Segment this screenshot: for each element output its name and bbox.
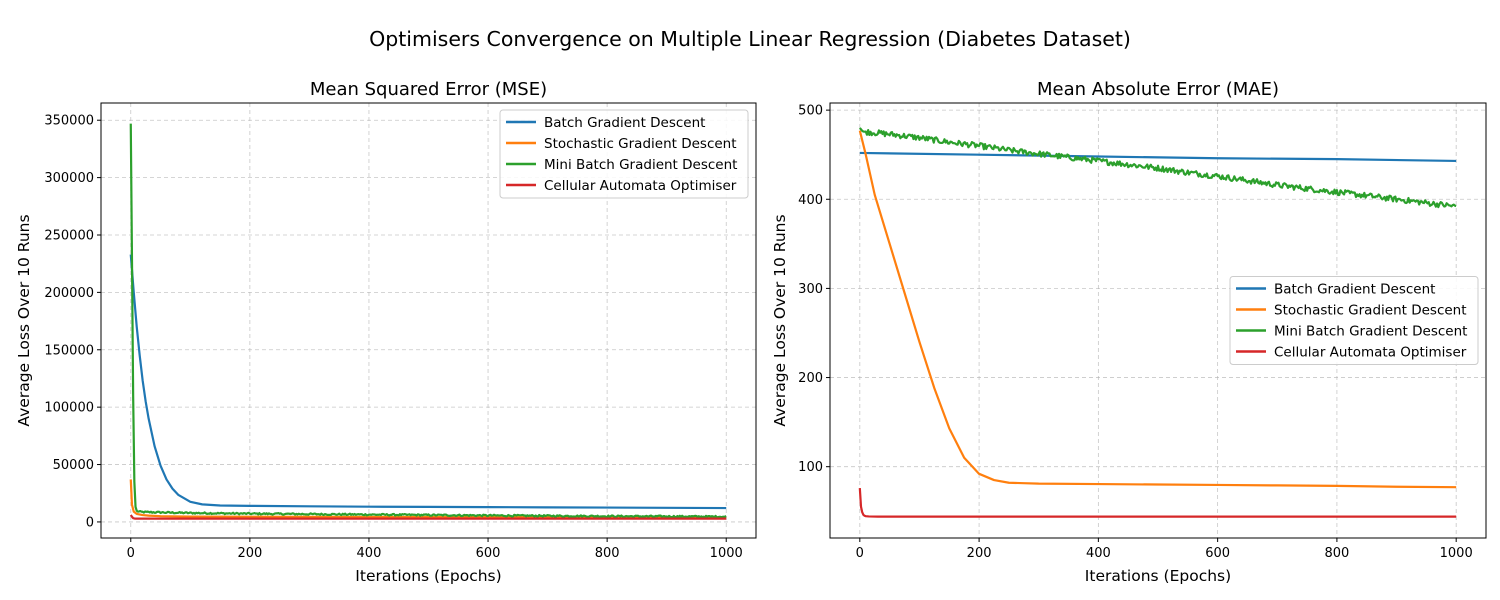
mse-axes-frame (100, 102, 757, 539)
mse-legend: Batch Gradient Descent Stochastic Gradien… (499, 109, 749, 199)
mse-x-tick-label: 400 (357, 546, 382, 561)
mse-series-batch-gradient-descent (129, 254, 727, 510)
mae-x-tick-label: 1000 (1440, 546, 1473, 561)
mae-series-mini-batch-gradient-descent (858, 127, 1457, 209)
mse-panel: 0 200 400 600 800 1000 0 50000 100000 150000 20000… (15, 79, 757, 585)
mae-y-tick-label: 500 (798, 104, 823, 119)
mae-x-tick-label: 400 (1086, 546, 1111, 561)
mae-legend-label: Cellular Automata Optimiser (1274, 345, 1467, 361)
mae-y-axis-label: Average Loss Over 10 Runs (771, 214, 789, 426)
mae-series-batch-gradient-descent (859, 151, 1457, 163)
mse-y-tick-label: 100000 (44, 401, 94, 416)
mae-x-tick-label: 200 (967, 546, 992, 561)
mse-legend-label: Batch Gradient Descent (544, 115, 705, 131)
mse-x-tick-label: 600 (476, 546, 501, 561)
mse-y-tick-label: 300000 (44, 171, 94, 186)
mae-legend-label: Mini Batch Gradient Descent (1274, 324, 1467, 340)
mse-y-axis-label: Average Loss Over 10 Runs (15, 214, 33, 426)
mae-x-axis-label: Iterations (Epochs) (1085, 567, 1231, 585)
mse-y-tick-label: 200000 (44, 286, 94, 301)
figure-title: Optimisers Convergence on Multiple Linea… (369, 27, 1131, 51)
mae-y-tick-label: 100 (798, 460, 823, 475)
mse-x-tick-label: 1000 (710, 546, 743, 561)
mse-y-tick-label: 0 (86, 515, 94, 530)
mse-y-tick-label: 350000 (44, 114, 94, 129)
mse-series-cellular-automata-optimiser (129, 514, 727, 520)
mae-y-tick-label: 300 (798, 282, 823, 297)
mae-legend-box (1229, 276, 1479, 365)
mae-x-tick-label: 0 (856, 546, 864, 561)
mae-legend: Batch Gradient Descent Stochastic Gradien… (1229, 276, 1479, 365)
mse-x-tick-label: 800 (595, 546, 620, 561)
mse-legend-label: Stochastic Gradient Descent (544, 136, 737, 152)
mae-y-tick-label: 400 (798, 193, 823, 208)
mse-y-tick-label: 150000 (44, 343, 94, 358)
mse-x-tick-label: 200 (237, 546, 262, 561)
mae-series-group (858, 127, 1457, 518)
mse-legend-label: Mini Batch Gradient Descent (544, 157, 737, 173)
mse-x-axis-label: Iterations (Epochs) (355, 567, 501, 585)
mae-x-tick-label: 600 (1205, 546, 1230, 561)
mae-panel-title: Mean Absolute Error (MAE) (1037, 79, 1279, 100)
mse-legend-label: Cellular Automata Optimiser (544, 178, 737, 194)
mae-panel: 0 200 400 600 800 1000 100 200 300 400 500 Mean Abs… (771, 79, 1487, 585)
mse-legend-box (499, 109, 749, 199)
mae-series-cellular-automata-optimiser (858, 488, 1457, 518)
mae-y-tick-label: 200 (798, 371, 823, 386)
mse-y-tick-label: 50000 (53, 458, 94, 473)
mae-axes-frame (829, 102, 1487, 539)
mae-series-stochastic-gradient-descent (858, 130, 1457, 489)
mse-series-mini-batch-gradient-descent (129, 123, 727, 519)
mse-x-tick-label: 0 (127, 546, 135, 561)
mae-legend-label: Stochastic Gradient Descent (1274, 303, 1467, 319)
mse-panel-title: Mean Squared Error (MSE) (310, 79, 547, 100)
mse-series-group (129, 123, 727, 520)
mae-x-tick-label: 800 (1324, 546, 1349, 561)
mae-legend-label: Batch Gradient Descent (1274, 282, 1435, 298)
mse-y-tick-label: 250000 (44, 228, 94, 243)
mse-series-stochastic-gradient-descent (129, 479, 727, 519)
